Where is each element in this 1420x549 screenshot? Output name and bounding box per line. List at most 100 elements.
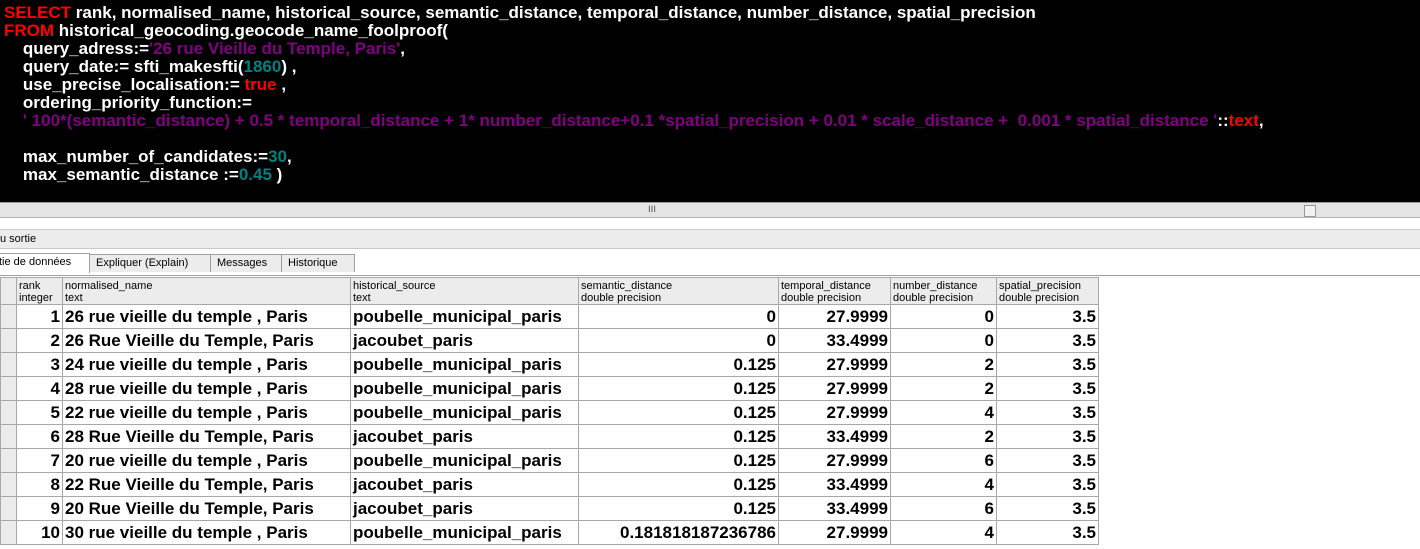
cell-rank[interactable]: 2 xyxy=(16,328,63,353)
cell-temporal-distance[interactable]: 27.9999 xyxy=(778,304,891,329)
column-header-historical-source[interactable]: historical_source text xyxy=(350,277,579,305)
cell-temporal-distance[interactable]: 33.4999 xyxy=(778,496,891,521)
table-row[interactable]: 7 20 rue vieille du temple , Paris poubell… xyxy=(0,448,1099,473)
data-grid-container[interactable]: rank integer normalised_name text historical… xyxy=(0,275,1420,549)
cell-spatial-precision[interactable]: 3.5 xyxy=(996,376,1099,401)
cell-normalised-name[interactable]: 28 Rue Vieille du Temple, Paris xyxy=(62,424,351,449)
grid-corner[interactable] xyxy=(0,277,17,305)
cell-normalised-name[interactable]: 22 rue vieille du temple , Paris xyxy=(62,400,351,425)
cell-rank[interactable]: 8 xyxy=(16,472,63,497)
cell-semantic-distance[interactable]: 0.125 xyxy=(578,496,779,521)
table-row[interactable]: 3 24 rue vieille du temple , Paris poubell… xyxy=(0,352,1099,377)
cell-temporal-distance[interactable]: 33.4999 xyxy=(778,328,891,353)
splitter-handle[interactable] xyxy=(1304,205,1316,217)
cell-normalised-name[interactable]: 30 rue vieille du temple , Paris xyxy=(62,520,351,545)
column-header-rank[interactable]: rank integer xyxy=(16,277,63,305)
cell-rank[interactable]: 6 xyxy=(16,424,63,449)
tab-data-output[interactable]: tie de données xyxy=(0,253,90,273)
cell-normalised-name[interactable]: 22 Rue Vieille du Temple, Paris xyxy=(62,472,351,497)
cell-spatial-precision[interactable]: 3.5 xyxy=(996,328,1099,353)
cell-historical-source[interactable]: poubelle_municipal_paris xyxy=(350,304,579,329)
column-header-normalised-name[interactable]: normalised_name text xyxy=(62,277,351,305)
cell-spatial-precision[interactable]: 3.5 xyxy=(996,472,1099,497)
cell-number-distance[interactable]: 4 xyxy=(890,400,997,425)
cell-spatial-precision[interactable]: 3.5 xyxy=(996,496,1099,521)
cell-temporal-distance[interactable]: 33.4999 xyxy=(778,424,891,449)
pane-splitter[interactable]: III xyxy=(0,202,1420,218)
cell-number-distance[interactable]: 2 xyxy=(890,424,997,449)
cell-temporal-distance[interactable]: 27.9999 xyxy=(778,400,891,425)
row-header[interactable] xyxy=(0,424,17,449)
cell-number-distance[interactable]: 2 xyxy=(890,352,997,377)
cell-semantic-distance[interactable]: 0.125 xyxy=(578,448,779,473)
cell-normalised-name[interactable]: 20 Rue Vieille du Temple, Paris xyxy=(62,496,351,521)
table-row[interactable]: 8 22 Rue Vieille du Temple, Paris jacoubet… xyxy=(0,472,1099,497)
table-row[interactable]: 1 26 rue vieille du temple , Paris poubell… xyxy=(0,304,1099,329)
cell-semantic-distance[interactable]: 0.125 xyxy=(578,376,779,401)
cell-spatial-precision[interactable]: 3.5 xyxy=(996,304,1099,329)
table-row[interactable]: 4 28 rue vieille du temple , Paris poubell… xyxy=(0,376,1099,401)
cell-historical-source[interactable]: jacoubet_paris xyxy=(350,496,579,521)
tab-history[interactable]: Historique xyxy=(281,254,355,272)
cell-rank[interactable]: 3 xyxy=(16,352,63,377)
cell-spatial-precision[interactable]: 3.5 xyxy=(996,424,1099,449)
cell-normalised-name[interactable]: 24 rue vieille du temple , Paris xyxy=(62,352,351,377)
cell-normalised-name[interactable]: 28 rue vieille du temple , Paris xyxy=(62,376,351,401)
cell-rank[interactable]: 10 xyxy=(16,520,63,545)
cell-rank[interactable]: 5 xyxy=(16,400,63,425)
table-row[interactable]: 9 20 Rue Vieille du Temple, Paris jacoubet… xyxy=(0,496,1099,521)
row-header[interactable] xyxy=(0,448,17,473)
sql-editor[interactable]: SELECT rank, normalised_name, historical… xyxy=(0,0,1420,202)
cell-historical-source[interactable]: jacoubet_paris xyxy=(350,472,579,497)
column-header-number-distance[interactable]: number_distance double precision xyxy=(890,277,997,305)
cell-normalised-name[interactable]: 26 rue vieille du temple , Paris xyxy=(62,304,351,329)
cell-number-distance[interactable]: 2 xyxy=(890,376,997,401)
cell-number-distance[interactable]: 4 xyxy=(890,472,997,497)
cell-historical-source[interactable]: jacoubet_paris xyxy=(350,328,579,353)
row-header[interactable] xyxy=(0,328,17,353)
cell-temporal-distance[interactable]: 27.9999 xyxy=(778,520,891,545)
table-row[interactable]: 10 30 rue vieille du temple , Paris poubel… xyxy=(0,520,1099,545)
column-header-spatial-precision[interactable]: spatial_precision double precision xyxy=(996,277,1099,305)
cell-semantic-distance[interactable]: 0 xyxy=(578,304,779,329)
cell-rank[interactable]: 4 xyxy=(16,376,63,401)
cell-spatial-precision[interactable]: 3.5 xyxy=(996,400,1099,425)
cell-spatial-precision[interactable]: 3.5 xyxy=(996,520,1099,545)
cell-semantic-distance[interactable]: 0.125 xyxy=(578,424,779,449)
cell-spatial-precision[interactable]: 3.5 xyxy=(996,448,1099,473)
cell-semantic-distance[interactable]: 0.125 xyxy=(578,472,779,497)
cell-number-distance[interactable]: 6 xyxy=(890,496,997,521)
cell-semantic-distance[interactable]: 0.125 xyxy=(578,400,779,425)
cell-semantic-distance[interactable]: 0.125 xyxy=(578,352,779,377)
cell-historical-source[interactable]: jacoubet_paris xyxy=(350,424,579,449)
row-header[interactable] xyxy=(0,400,17,425)
tab-explain[interactable]: Expliquer (Explain) xyxy=(89,254,211,272)
cell-rank[interactable]: 7 xyxy=(16,448,63,473)
sql-query-text[interactable]: SELECT rank, normalised_name, historical… xyxy=(0,0,1420,184)
cell-spatial-precision[interactable]: 3.5 xyxy=(996,352,1099,377)
row-header[interactable] xyxy=(0,304,17,329)
row-header[interactable] xyxy=(0,472,17,497)
cell-number-distance[interactable]: 6 xyxy=(890,448,997,473)
row-header[interactable] xyxy=(0,496,17,521)
table-row[interactable]: 2 26 Rue Vieille du Temple, Paris jacoubet… xyxy=(0,328,1099,353)
cell-number-distance[interactable]: 4 xyxy=(890,520,997,545)
cell-rank[interactable]: 9 xyxy=(16,496,63,521)
row-header[interactable] xyxy=(0,352,17,377)
cell-normalised-name[interactable]: 20 rue vieille du temple , Paris xyxy=(62,448,351,473)
tab-messages[interactable]: Messages xyxy=(210,254,282,272)
row-header[interactable] xyxy=(0,520,17,545)
cell-temporal-distance[interactable]: 33.4999 xyxy=(778,472,891,497)
column-header-temporal-distance[interactable]: temporal_distance double precision xyxy=(778,277,891,305)
cell-historical-source[interactable]: poubelle_municipal_paris xyxy=(350,520,579,545)
cell-temporal-distance[interactable]: 27.9999 xyxy=(778,376,891,401)
cell-historical-source[interactable]: poubelle_municipal_paris xyxy=(350,352,579,377)
table-row[interactable]: 6 28 Rue Vieille du Temple, Paris jacoubet… xyxy=(0,424,1099,449)
cell-temporal-distance[interactable]: 27.9999 xyxy=(778,352,891,377)
cell-historical-source[interactable]: poubelle_municipal_paris xyxy=(350,400,579,425)
cell-number-distance[interactable]: 0 xyxy=(890,304,997,329)
column-header-semantic-distance[interactable]: semantic_distance double precision xyxy=(578,277,779,305)
cell-normalised-name[interactable]: 26 Rue Vieille du Temple, Paris xyxy=(62,328,351,353)
table-row[interactable]: 5 22 rue vieille du temple , Paris poubell… xyxy=(0,400,1099,425)
cell-rank[interactable]: 1 xyxy=(16,304,63,329)
